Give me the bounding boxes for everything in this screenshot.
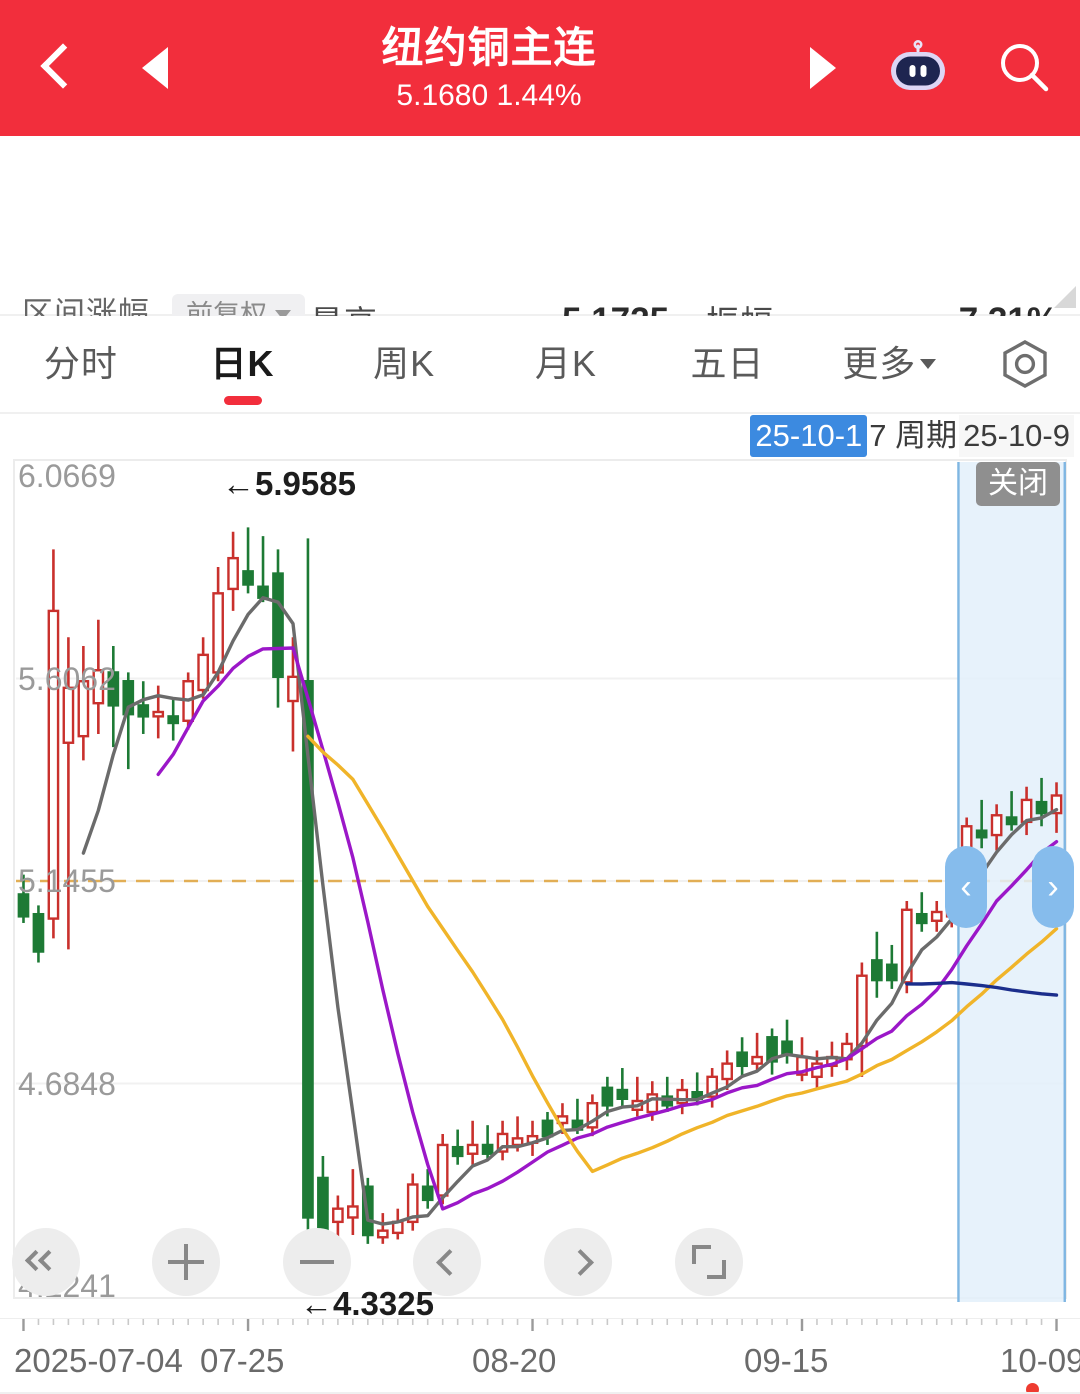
chart-plot-frame [13,459,1067,1299]
symbol-title-block[interactable]: 纽约铜主连 5.1680 1.44% [198,22,780,115]
panel-resize-handle[interactable] [1054,286,1076,308]
tab-label: 五日 [690,343,765,384]
tab-monthly-k[interactable]: 月K [485,315,647,413]
plus-icon [168,1244,204,1280]
app-header: 纽约铜主连 5.1680 1.44% [0,0,1080,136]
tab-intraday[interactable]: 分时 [0,315,162,413]
next-symbol-button[interactable] [780,0,866,136]
jump-to-start-button[interactable] [12,1228,80,1296]
price-change-subtitle: 5.1680 1.44% [396,78,582,112]
triangle-right-icon [810,47,836,89]
x-axis-tick-label: 08-20 [472,1342,557,1379]
chevron-right-handle-icon: › [1047,868,1059,906]
robot-assistant-button[interactable] [866,0,970,136]
previous-symbol-button[interactable] [112,0,198,136]
close-selection-button[interactable]: 关闭 [976,462,1060,506]
tab-label: 周K [373,343,436,384]
zoom-in-button[interactable] [152,1228,220,1296]
current-date-marker [1026,1383,1039,1394]
chevron-down-icon [275,310,291,320]
chart-canvas[interactable] [0,458,1080,1318]
x-axis: 2025-07-04 07-25 08-20 09-15 10-09 [0,1318,1080,1394]
quote-stats-panel: 区间涨幅 前复权 5.96 % 最高 5.1725 振幅 7.31% 最低 4.… [0,136,1080,417]
chart-settings-button[interactable] [970,336,1080,392]
selection-right-handle[interactable]: › [1032,846,1074,928]
x-axis-tick-label: 07-25 [200,1342,285,1379]
fullscreen-button[interactable] [675,1228,743,1296]
chevron-down-icon [920,359,937,369]
tab-label: 更多 [842,343,917,384]
double-chevron-left-icon [24,1249,64,1274]
tab-weekly-k[interactable]: 周K [323,315,485,413]
period-end-date[interactable]: 25-10-9 [959,415,1074,457]
x-axis-tick-label: 10-09 [1000,1342,1080,1379]
chevron-right-icon [567,1251,589,1273]
chevron-left-handle-icon: ‹ [960,868,972,906]
axis-divider [0,1392,1080,1394]
expand-corners-icon [692,1245,726,1279]
search-icon [1001,44,1049,92]
x-axis-tick-label: 2025-07-04 [14,1342,183,1379]
triangle-left-icon [142,47,168,89]
search-button[interactable] [970,0,1080,136]
y-axis-tick-label: 5.6062 [18,660,116,697]
page-title: 纽约铜主连 [381,23,597,71]
zoom-out-button[interactable] [283,1228,351,1296]
tab-label: 日K [210,343,275,384]
high-price-annotation: ←5.9585 [222,465,356,502]
tab-label: 分时 [43,343,118,384]
active-tab-indicator [223,396,262,405]
minus-icon [300,1260,334,1264]
robot-assistant-icon [891,40,945,90]
back-button[interactable] [0,0,112,136]
chevron-left-icon [41,42,71,94]
chevron-left-icon [436,1251,458,1273]
y-axis-tick-label: 4.6848 [18,1065,116,1102]
hexagon-nut-settings-icon [1003,340,1047,388]
chart-type-tabbar: 分时 日K 周K 月K 五日 更多 [0,316,1080,414]
pan-left-button[interactable] [413,1228,481,1296]
tab-more[interactable]: 更多 [808,315,970,413]
tab-label: 月K [534,343,597,384]
y-axis-tick-label: 6.0669 [18,458,116,494]
selection-left-handle[interactable]: ‹ [945,846,987,928]
tab-five-day[interactable]: 五日 [647,315,809,413]
candlestick-chart[interactable]: 6.0669 5.6062 5.1455 4.6848 4.2241 [0,458,1080,1318]
y-axis-tick-label: 5.1455 [18,863,116,899]
candlestick-series [17,527,1063,1244]
moving-average-lines [81,595,1059,1226]
chart-toolbar [0,1228,1080,1296]
selected-period-indicator: 25-10-1 7 周期 25-10-9 [750,414,1074,458]
period-count-label: 7 周期 [869,418,958,453]
x-axis-tick-label: 09-15 [744,1342,829,1379]
pan-right-button[interactable] [544,1228,612,1296]
tab-daily-k[interactable]: 日K [162,315,324,413]
period-start-date[interactable]: 25-10-1 [750,415,868,457]
x-axis-ticks [22,1319,1058,1331]
